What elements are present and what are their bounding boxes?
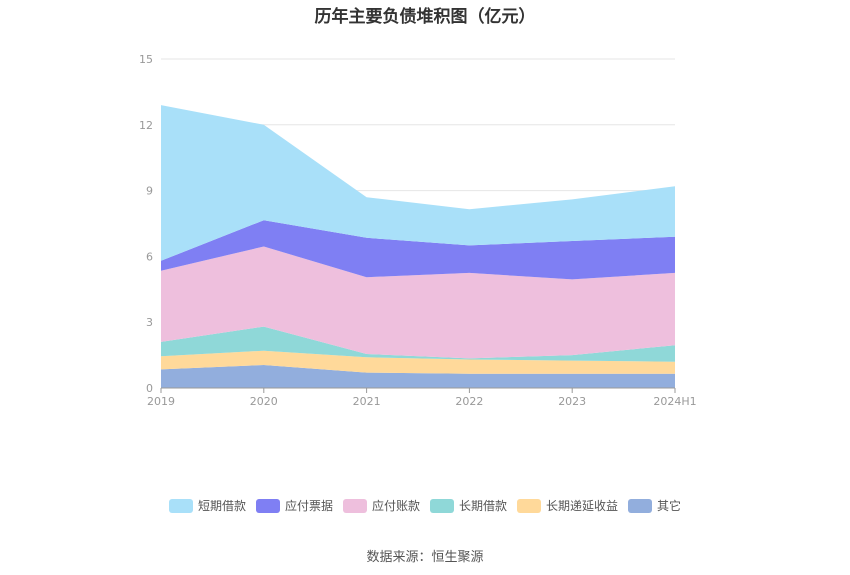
legend-label: 长期借款 <box>459 499 508 513</box>
legend-swatch <box>255 498 280 513</box>
area-series-短期借款 <box>161 105 675 261</box>
x-tick-label: 2020 <box>250 395 278 408</box>
legend-label: 应付账款 <box>371 499 420 513</box>
chart-legend: 短期借款 应付票据 应付账款 长期借款 长期递延收益 其它 <box>0 497 850 514</box>
legend-label: 其它 <box>657 499 682 513</box>
y-tick-label: 3 <box>146 316 153 329</box>
legend-swatch <box>168 498 193 513</box>
legend-item[interactable]: 长期递延收益 <box>517 497 618 514</box>
legend-item[interactable]: 应付账款 <box>342 497 420 514</box>
y-tick-label: 15 <box>139 53 153 66</box>
legend-swatch <box>342 498 367 513</box>
legend-swatch <box>430 498 454 513</box>
x-tick-label: 2021 <box>353 395 381 408</box>
legend-label: 应付票据 <box>284 499 333 513</box>
x-tick-label: 2023 <box>558 395 586 408</box>
legend-item[interactable]: 其它 <box>628 497 681 514</box>
legend-item[interactable]: 应付票据 <box>255 497 333 514</box>
legend-label: 长期递延收益 <box>546 499 619 513</box>
source-note: 数据来源：恒生聚源 <box>366 550 484 565</box>
y-tick-label: 0 <box>146 382 153 395</box>
area-series-长期借款 <box>161 326 675 362</box>
area-series-group <box>161 105 675 388</box>
legend-swatch <box>517 498 542 513</box>
legend-item[interactable]: 长期借款 <box>430 497 507 514</box>
x-tick-label: 2024H1 <box>653 395 696 408</box>
legend-swatch <box>628 498 653 513</box>
stacked-area-chart: 0 3 6 9 12 15 2019 2020 2021 2022 2023 2024H1 <box>139 53 697 408</box>
x-tick-label: 2022 <box>455 395 483 408</box>
legend-label: 短期借款 <box>197 499 246 513</box>
y-tick-label: 12 <box>139 119 153 132</box>
x-tick-label: 2019 <box>147 395 175 408</box>
y-tick-label: 6 <box>146 250 153 263</box>
y-tick-label: 9 <box>146 185 153 198</box>
area-series-长期递延收益 <box>161 350 675 374</box>
axes: 0 3 6 9 12 15 2019 2020 2021 2022 2023 2024H1 <box>139 53 697 408</box>
chart-title: 历年主要负债堆积图（亿元） <box>314 7 536 27</box>
area-series-应付票据 <box>161 220 675 280</box>
area-series-其它 <box>161 365 675 388</box>
area-series-应付账款 <box>161 246 675 359</box>
legend-item[interactable]: 短期借款 <box>168 497 246 514</box>
